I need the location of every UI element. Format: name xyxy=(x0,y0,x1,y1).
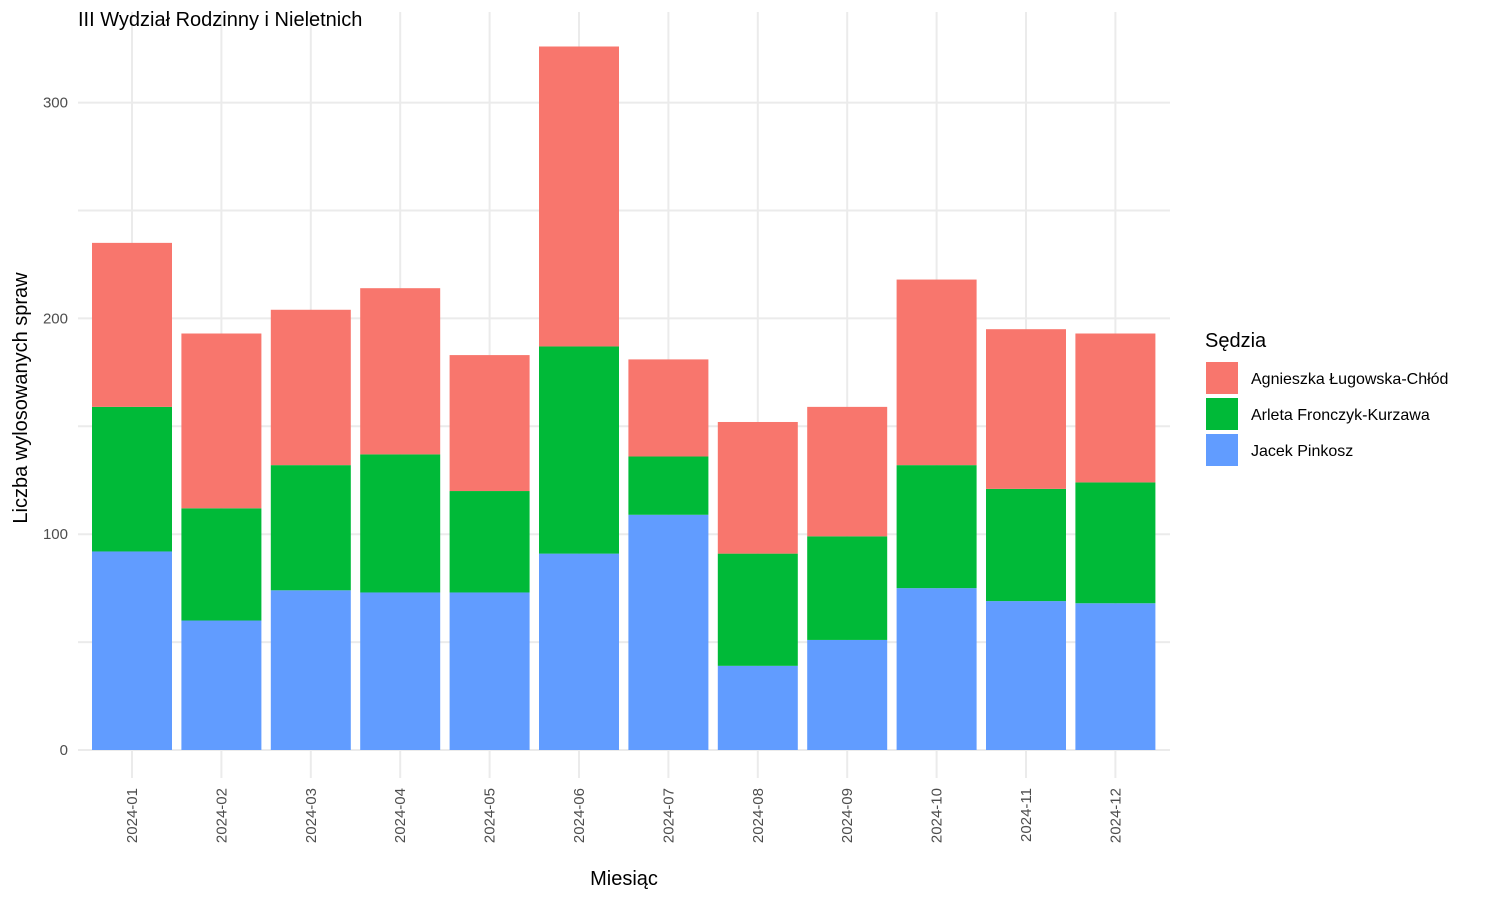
bar-segment xyxy=(1075,333,1156,483)
bars xyxy=(92,46,1156,750)
legend-label: Agnieszka Ługowska-Chłód xyxy=(1251,371,1448,388)
x-tick-label: 2024-09 xyxy=(839,788,856,843)
legend-swatch xyxy=(1206,398,1238,430)
bar-segment xyxy=(181,620,262,750)
x-axis-title: Miesiąc xyxy=(590,868,658,890)
bar-segment xyxy=(717,665,798,750)
x-tick-label: 2024-02 xyxy=(213,788,230,843)
x-tick-label: 2024-03 xyxy=(303,788,320,843)
bar-segment xyxy=(1075,482,1156,604)
bar-segment xyxy=(807,639,888,750)
bar-segment xyxy=(270,465,351,591)
legend-swatch xyxy=(1206,362,1238,394)
bar-segment xyxy=(539,553,619,750)
legend: Sędzia Agnieszka Ługowska-Chłód Arleta Fr… xyxy=(1205,330,1448,466)
legend-swatch xyxy=(1206,434,1238,466)
x-tick-label: 2024-07 xyxy=(660,788,677,843)
bar-segment xyxy=(628,514,709,750)
bar-segment xyxy=(449,491,530,593)
bar-segment xyxy=(986,329,1066,489)
bar-segment xyxy=(360,454,441,593)
y-tick-label: 200 xyxy=(43,310,68,327)
y-tick-label: 0 xyxy=(60,742,68,759)
bar-segment xyxy=(807,406,888,537)
x-tick-label: 2024-01 xyxy=(124,788,141,843)
y-axis-title: Liczba wylosowanych spraw xyxy=(10,272,32,524)
bar-segment xyxy=(449,592,530,750)
bar-segment xyxy=(181,508,262,621)
bar-segment xyxy=(181,333,262,509)
bar-segment xyxy=(92,551,172,750)
bar-segment xyxy=(896,588,977,750)
y-tick-label: 300 xyxy=(43,95,68,112)
bar-segment xyxy=(270,590,351,750)
x-tick-label: 2024-04 xyxy=(392,788,409,843)
bar-segment xyxy=(360,592,441,750)
x-tick-label: 2024-12 xyxy=(1107,788,1124,843)
bar-segment xyxy=(986,601,1066,750)
x-tick-label: 2024-08 xyxy=(750,788,767,843)
x-tick-label: 2024-05 xyxy=(482,788,499,843)
chart-title: III Wydział Rodzinny i Nieletnich xyxy=(78,9,362,31)
legend-label: Jacek Pinkosz xyxy=(1251,443,1353,460)
bar-segment xyxy=(539,46,619,347)
bar-segment xyxy=(628,359,709,457)
legend-label: Arleta Fronczyk-Kurzawa xyxy=(1251,407,1430,424)
bar-segment xyxy=(717,553,798,666)
bar-segment xyxy=(896,279,977,466)
bar-segment xyxy=(807,536,888,640)
x-tick-label: 2024-06 xyxy=(571,788,588,843)
y-tick-label: 100 xyxy=(43,526,68,543)
bar-segment xyxy=(360,288,441,455)
bar-segment xyxy=(628,456,709,515)
bar-segment xyxy=(896,465,977,589)
bar-segment xyxy=(986,488,1066,602)
y-axis-ticks: 0 100 200 300 xyxy=(43,95,68,759)
x-axis-ticks: 2024-01 2024-02 2024-03 2024-04 2024-05 2024-… xyxy=(124,788,1124,843)
bar-segment xyxy=(92,406,172,552)
x-tick-label: 2024-10 xyxy=(929,788,946,843)
bar-segment xyxy=(92,242,172,407)
bar-segment xyxy=(449,355,530,492)
bar-segment xyxy=(717,421,798,554)
x-tick-label: 2024-11 xyxy=(1018,788,1035,842)
legend-title: Sędzia xyxy=(1205,330,1267,352)
bar-segment xyxy=(1075,603,1156,750)
bar-segment xyxy=(539,346,619,554)
bar-segment xyxy=(270,309,351,466)
